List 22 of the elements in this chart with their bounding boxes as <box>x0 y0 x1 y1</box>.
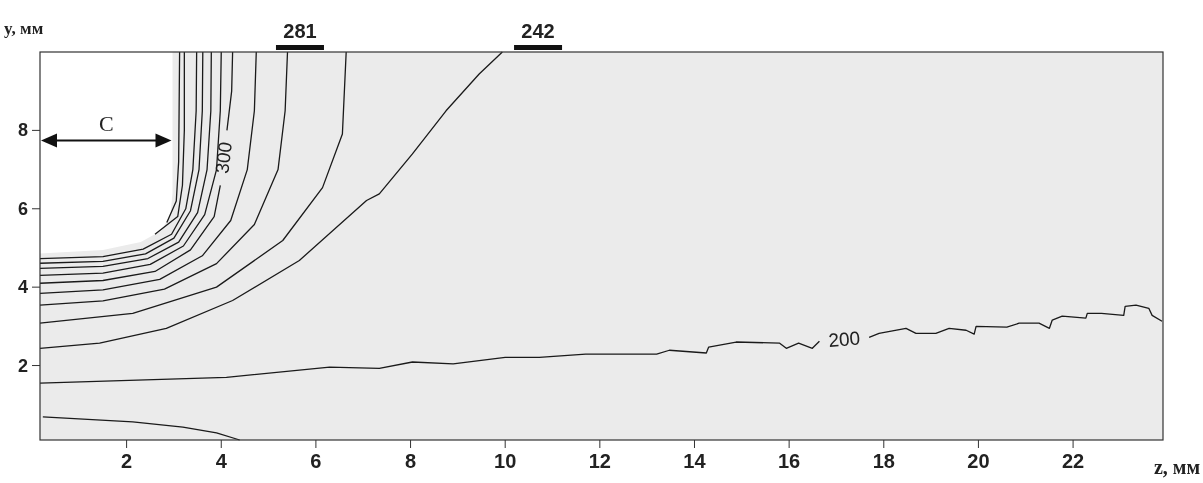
x-tick-label: 6 <box>310 450 322 472</box>
series-label: 200 <box>827 327 861 351</box>
x-tick-label: 16 <box>778 450 801 472</box>
x-tick-label: 14 <box>683 450 707 472</box>
x-tick-label: 12 <box>588 450 611 472</box>
text: 242 <box>521 20 555 42</box>
x-axis-title: z, мм <box>1153 456 1200 478</box>
y-tick-label: 8 <box>17 120 28 141</box>
y-axis-title: y, мм <box>4 19 44 38</box>
x-tick-label: 8 <box>404 450 417 472</box>
x-tick-label: 2 <box>121 450 133 472</box>
y-tick-label: 6 <box>17 198 28 219</box>
x-tick-label: 4 <box>215 450 228 472</box>
y-tick-label: 2 <box>17 355 28 376</box>
x-tick-label: 18 <box>872 450 895 472</box>
x-tick-label: 10 <box>494 450 517 472</box>
annotation: C <box>98 110 114 136</box>
text: 281 <box>283 20 317 42</box>
y-tick-label: 4 <box>17 277 28 298</box>
text: 300 <box>211 140 236 175</box>
x-tick-label: 20 <box>967 450 990 472</box>
x-tick-label: 22 <box>1061 450 1085 472</box>
